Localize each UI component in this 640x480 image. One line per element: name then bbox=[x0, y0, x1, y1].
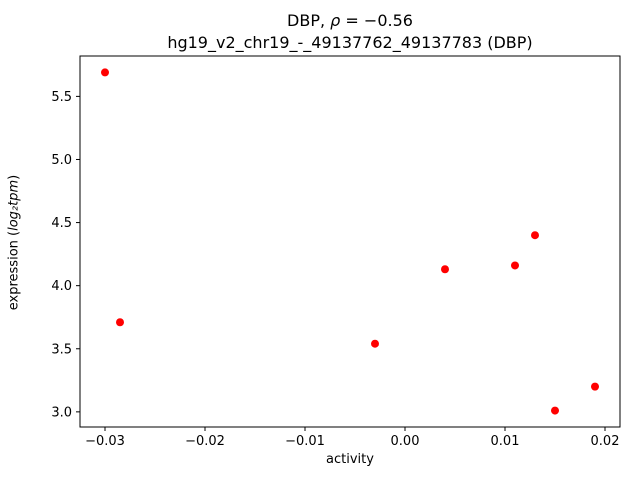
x-tick-label: 0.01 bbox=[491, 434, 520, 449]
x-tick-label: 0.00 bbox=[391, 434, 420, 449]
chart-subtitle: hg19_v2_chr19_-_49137762_49137783 (DBP) bbox=[167, 32, 533, 52]
data-point bbox=[551, 406, 559, 415]
y-tick-label: 4.0 bbox=[51, 279, 72, 294]
data-point bbox=[511, 261, 519, 270]
x-tick-label: −0.02 bbox=[185, 434, 225, 449]
x-tick-label: −0.01 bbox=[285, 434, 325, 449]
data-point bbox=[371, 339, 379, 348]
x-tick-label: 0.02 bbox=[591, 434, 620, 449]
y-label-math: log₂tpm bbox=[6, 179, 22, 231]
y-label-suffix: ) bbox=[6, 174, 22, 180]
axes-frame bbox=[79, 55, 621, 428]
data-point bbox=[591, 382, 599, 391]
data-point bbox=[116, 318, 124, 327]
x-axis-label: activity bbox=[326, 452, 374, 467]
title-rho-symbol: ρ bbox=[330, 11, 341, 30]
y-tick-label: 5.5 bbox=[51, 90, 72, 105]
data-point bbox=[441, 265, 449, 274]
chart-title-block: DBP, ρ = −0.56 hg19_v2_chr19_-_49137762_… bbox=[80, 10, 620, 53]
data-point bbox=[531, 231, 539, 240]
y-axis-label: expression (log₂tpm) bbox=[7, 143, 22, 343]
y-tick-label: 5.0 bbox=[51, 153, 72, 168]
y-tick-label: 3.5 bbox=[51, 342, 72, 357]
chart-title: DBP, ρ = −0.56 bbox=[80, 10, 620, 32]
y-tick-label: 4.5 bbox=[51, 216, 72, 231]
y-label-prefix: expression ( bbox=[6, 230, 22, 311]
data-point bbox=[101, 68, 109, 77]
title-prefix: DBP, bbox=[287, 11, 331, 30]
title-suffix: = −0.56 bbox=[340, 11, 413, 30]
y-tick-label: 3.0 bbox=[51, 405, 72, 420]
x-tick-label: −0.03 bbox=[85, 434, 125, 449]
